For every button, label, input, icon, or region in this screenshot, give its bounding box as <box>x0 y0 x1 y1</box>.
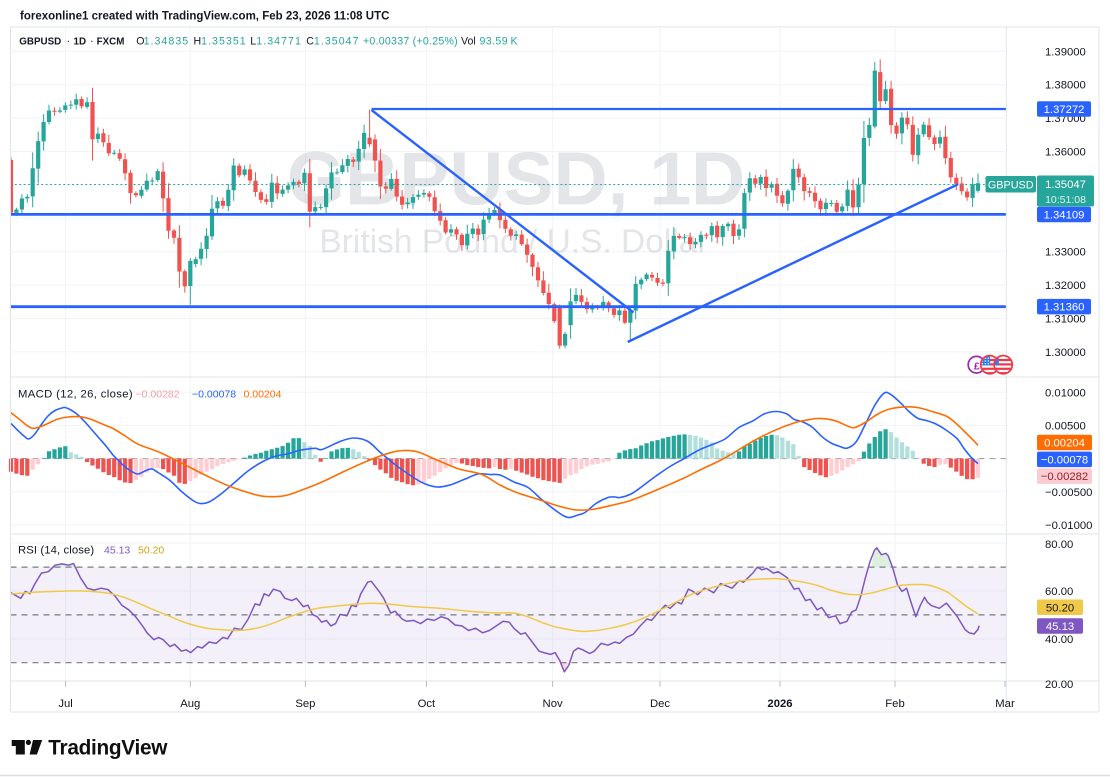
svg-text:Aug: Aug <box>180 698 200 710</box>
svg-text:1.37272: 1.37272 <box>1044 104 1085 116</box>
svg-text:Nov: Nov <box>543 698 563 710</box>
svg-text:FXCM: FXCM <box>97 36 125 47</box>
svg-text:45.13: 45.13 <box>1046 621 1074 633</box>
svg-text:1.36000: 1.36000 <box>1045 147 1086 159</box>
svg-text:1.32000: 1.32000 <box>1045 280 1086 292</box>
svg-text:1.34109: 1.34109 <box>1044 210 1085 222</box>
svg-text:−0.01000: −0.01000 <box>1045 520 1092 532</box>
svg-text:0.00204: 0.00204 <box>244 388 282 400</box>
svg-text:0.00500: 0.00500 <box>1045 421 1086 433</box>
svg-text:·: · <box>90 35 94 47</box>
svg-text:1.39000: 1.39000 <box>1045 46 1086 58</box>
svg-text:45.13: 45.13 <box>104 544 130 556</box>
svg-text:·: · <box>67 35 71 47</box>
svg-text:1.33000: 1.33000 <box>1045 247 1086 259</box>
svg-text:1.35047: 1.35047 <box>1045 179 1086 191</box>
svg-text:1.31360: 1.31360 <box>1044 302 1085 314</box>
svg-text:MACD (12, 26, close): MACD (12, 26, close) <box>18 388 133 400</box>
svg-text:Mar: Mar <box>995 698 1015 710</box>
svg-text:1.35047: 1.35047 <box>314 35 360 47</box>
svg-text:60.00: 60.00 <box>1045 586 1073 598</box>
svg-text:1.34835: 1.34835 <box>144 35 190 47</box>
svg-text:Vol: Vol <box>461 35 476 47</box>
svg-text:50.20: 50.20 <box>138 544 164 556</box>
svg-text:−0.00078: −0.00078 <box>192 388 236 400</box>
svg-text:1.35351: 1.35351 <box>201 35 247 47</box>
svg-text:forexonline1 created with Trad: forexonline1 created with TradingView.co… <box>20 10 389 22</box>
svg-text:20.00: 20.00 <box>1045 679 1073 691</box>
svg-text:10:51:08: 10:51:08 <box>1045 194 1086 206</box>
svg-text:0.00204: 0.00204 <box>1044 438 1085 450</box>
svg-text:TradingView: TradingView <box>48 736 168 759</box>
svg-text:RSI (14, close): RSI (14, close) <box>18 544 94 556</box>
svg-text:40.00: 40.00 <box>1045 634 1073 646</box>
svg-text:−0.00282: −0.00282 <box>136 388 180 400</box>
svg-text:1.31000: 1.31000 <box>1045 314 1086 326</box>
svg-text:50.20: 50.20 <box>1046 602 1074 614</box>
svg-text:1.30000: 1.30000 <box>1045 347 1086 359</box>
svg-text:Feb: Feb <box>885 698 904 710</box>
svg-text:Dec: Dec <box>650 698 670 710</box>
svg-text:0.01000: 0.01000 <box>1045 387 1086 399</box>
svg-text:1D: 1D <box>74 36 87 47</box>
svg-text:C: C <box>306 35 314 47</box>
svg-text:−0.00078: −0.00078 <box>1041 454 1088 466</box>
svg-text:H: H <box>194 35 202 47</box>
svg-text:GBPUSD: GBPUSD <box>19 36 61 47</box>
svg-text:Jul: Jul <box>58 698 72 710</box>
svg-text:+0.00337 (+0.25%): +0.00337 (+0.25%) <box>363 35 458 47</box>
svg-text:L: L <box>250 35 256 47</box>
svg-text:80.00: 80.00 <box>1045 539 1073 551</box>
svg-text:GBPUSD: GBPUSD <box>988 179 1034 191</box>
svg-text:O: O <box>136 35 144 47</box>
svg-text:1.38000: 1.38000 <box>1045 80 1086 92</box>
svg-text:British Pound / U.S. Dollar: British Pound / U.S. Dollar <box>319 224 708 261</box>
svg-text:£: £ <box>974 360 980 372</box>
svg-text:−0.00282: −0.00282 <box>1041 471 1088 483</box>
svg-text:−0.00500: −0.00500 <box>1045 487 1092 499</box>
svg-text:1.34771: 1.34771 <box>256 35 302 47</box>
svg-text:93.59 K: 93.59 K <box>480 35 519 47</box>
svg-text:GBPUSD, 1D: GBPUSD, 1D <box>287 137 745 221</box>
svg-text:Oct: Oct <box>418 698 436 710</box>
svg-text:Sep: Sep <box>295 698 315 710</box>
svg-text:2026: 2026 <box>767 698 792 710</box>
